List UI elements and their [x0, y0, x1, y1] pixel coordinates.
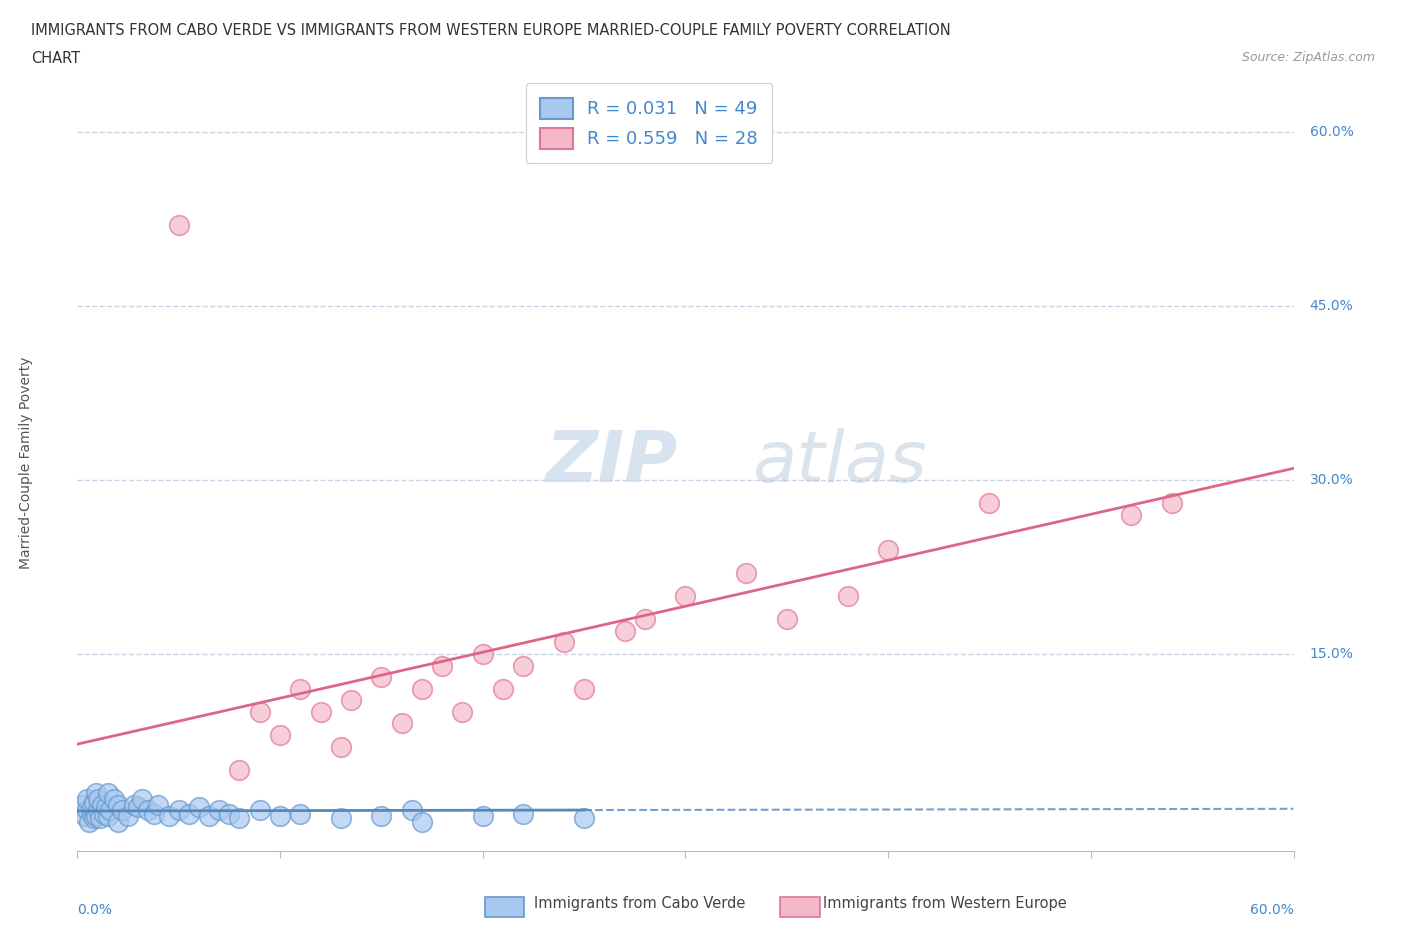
Point [411, 682, 433, 697]
Point [1121, 508, 1143, 523]
Point [72, 797, 94, 812]
Point [103, 791, 125, 806]
Point [572, 811, 595, 826]
Point [86, 791, 108, 806]
Text: 60.0%: 60.0% [1250, 903, 1294, 917]
Point [84, 786, 107, 801]
Text: 0.0%: 0.0% [77, 903, 112, 917]
Point [290, 806, 312, 821]
Point [1161, 496, 1184, 511]
Point [111, 803, 134, 817]
Text: CHART: CHART [31, 51, 80, 66]
Point [97, 786, 120, 801]
Point [370, 809, 392, 824]
Point [228, 811, 250, 826]
Point [80, 806, 103, 821]
Point [471, 646, 494, 661]
Point [218, 806, 240, 821]
Text: ZIP: ZIP [546, 428, 678, 498]
Point [290, 682, 312, 697]
Point [837, 589, 859, 604]
Point [94, 800, 117, 815]
Text: Immigrants from Western Europe: Immigrants from Western Europe [823, 897, 1066, 911]
Point [309, 704, 332, 719]
Point [269, 809, 291, 824]
Point [83, 811, 105, 826]
Point [177, 806, 200, 821]
Point [90, 797, 112, 812]
Point [208, 803, 231, 817]
Point [776, 612, 799, 627]
Point [572, 682, 595, 697]
Text: 60.0%: 60.0% [1310, 126, 1354, 140]
Point [76, 803, 98, 817]
Point [613, 623, 636, 638]
Point [411, 815, 433, 830]
Point [370, 670, 392, 684]
Point [471, 809, 494, 824]
Point [157, 809, 180, 824]
Point [329, 811, 352, 826]
Point [107, 815, 129, 830]
Point [492, 682, 515, 697]
Point [340, 693, 363, 708]
Point [122, 797, 145, 812]
Point [107, 797, 129, 812]
Text: Married-Couple Family Poverty: Married-Couple Family Poverty [20, 356, 34, 569]
Point [634, 612, 657, 627]
Point [117, 809, 139, 824]
Point [553, 635, 575, 650]
Point [979, 496, 1001, 511]
Point [675, 589, 697, 604]
Point [877, 542, 900, 557]
Point [198, 809, 221, 824]
Point [512, 658, 534, 673]
Point [76, 791, 98, 806]
Legend: R = 0.031   N = 49, R = 0.559   N = 28: R = 0.031 N = 49, R = 0.559 N = 28 [526, 84, 772, 163]
Point [249, 704, 271, 719]
Text: 30.0%: 30.0% [1310, 473, 1354, 487]
Point [89, 811, 111, 826]
Text: 45.0%: 45.0% [1310, 299, 1354, 313]
Text: Source: ZipAtlas.com: Source: ZipAtlas.com [1241, 51, 1375, 64]
Point [269, 727, 291, 742]
Point [75, 809, 97, 824]
Point [249, 803, 271, 817]
Point [228, 763, 250, 777]
Point [401, 803, 423, 817]
Point [84, 809, 107, 824]
Point [167, 803, 190, 817]
Point [83, 795, 105, 810]
Point [136, 803, 159, 817]
Point [97, 809, 120, 824]
Point [127, 800, 149, 815]
Point [512, 806, 534, 821]
Point [98, 803, 121, 817]
Point [79, 815, 101, 830]
Point [143, 806, 166, 821]
Point [188, 800, 211, 815]
Text: atlas: atlas [752, 428, 927, 498]
Point [148, 797, 170, 812]
Point [93, 806, 115, 821]
Text: 15.0%: 15.0% [1310, 647, 1354, 661]
Point [167, 218, 190, 232]
Point [80, 800, 103, 815]
Point [86, 803, 108, 817]
Text: IMMIGRANTS FROM CABO VERDE VS IMMIGRANTS FROM WESTERN EUROPE MARRIED-COUPLE FAMI: IMMIGRANTS FROM CABO VERDE VS IMMIGRANTS… [31, 23, 950, 38]
Point [735, 565, 758, 580]
Point [131, 791, 153, 806]
Text: Immigrants from Cabo Verde: Immigrants from Cabo Verde [534, 897, 745, 911]
Point [391, 716, 413, 731]
Point [451, 704, 474, 719]
Point [329, 739, 352, 754]
Point [430, 658, 453, 673]
